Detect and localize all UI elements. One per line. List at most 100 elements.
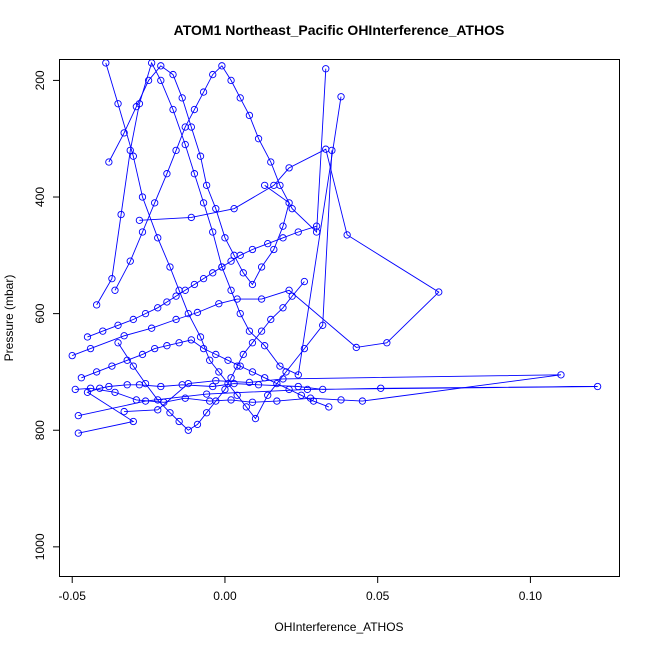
data-point xyxy=(99,327,107,335)
data-point xyxy=(154,406,162,414)
data-point xyxy=(245,327,254,335)
data-point xyxy=(181,140,189,149)
y-axis: 200 400 600 800 1000 xyxy=(33,70,60,560)
data-point xyxy=(120,407,128,416)
data-point xyxy=(343,231,351,239)
data-point xyxy=(322,65,330,73)
data-point xyxy=(212,377,220,385)
data-point xyxy=(111,388,119,396)
data-point xyxy=(297,391,305,399)
data-point xyxy=(319,321,327,329)
series-line-7 xyxy=(114,65,327,291)
data-point xyxy=(190,280,199,289)
y-axis-label: Pressure (mbar) xyxy=(2,275,16,362)
data-point xyxy=(111,286,119,294)
data-point xyxy=(383,339,391,347)
data-point xyxy=(285,385,293,394)
data-point xyxy=(199,199,208,207)
data-point xyxy=(163,298,171,306)
data-point xyxy=(303,385,312,394)
series-layer xyxy=(68,60,602,437)
data-point xyxy=(248,368,257,376)
data-point xyxy=(187,336,195,344)
data-point xyxy=(224,379,232,388)
data-point xyxy=(129,417,137,426)
x-axis: -0.05 0.00 0.05 0.10 xyxy=(59,576,543,603)
data-point xyxy=(233,391,241,399)
data-point xyxy=(202,390,211,398)
series-line-1 xyxy=(78,383,598,434)
data-point xyxy=(212,205,220,213)
data-point xyxy=(184,379,192,388)
data-point xyxy=(248,398,257,406)
data-point xyxy=(108,274,116,283)
data-point xyxy=(77,374,86,382)
x-tick-label: -0.05 xyxy=(59,589,87,603)
series-line-10 xyxy=(81,339,329,408)
y-tick-label: 800 xyxy=(33,420,47,440)
data-point xyxy=(105,382,113,391)
data-point xyxy=(236,251,244,259)
data-point xyxy=(435,288,443,296)
data-point xyxy=(209,70,217,79)
series-line-9 xyxy=(87,225,317,338)
data-point xyxy=(172,292,180,300)
data-point xyxy=(206,356,214,364)
data-point xyxy=(209,228,217,236)
data-point xyxy=(257,295,266,303)
data-point xyxy=(218,62,226,70)
data-point xyxy=(86,344,95,353)
plot-frame xyxy=(59,59,620,577)
data-point xyxy=(132,102,141,111)
y-tick-label: 400 xyxy=(33,187,47,207)
data-point xyxy=(227,396,235,404)
data-point xyxy=(239,350,247,359)
data-point xyxy=(190,170,199,178)
data-point xyxy=(196,152,205,160)
data-point xyxy=(129,315,137,324)
data-point xyxy=(154,396,162,404)
data-point xyxy=(279,222,287,230)
data-point xyxy=(169,70,177,79)
data-point xyxy=(288,205,296,213)
data-point xyxy=(236,362,244,370)
data-point xyxy=(172,146,180,155)
data-point xyxy=(257,263,266,271)
data-point xyxy=(157,62,165,70)
data-point xyxy=(337,396,345,404)
y-tick-label: 200 xyxy=(33,70,47,90)
data-point xyxy=(74,429,82,437)
data-point xyxy=(163,170,171,178)
data-point xyxy=(282,368,290,376)
data-point xyxy=(279,234,287,242)
data-point xyxy=(138,350,147,359)
data-point xyxy=(294,382,302,391)
data-point xyxy=(294,228,302,236)
data-point xyxy=(117,210,125,219)
data-point xyxy=(248,339,257,347)
data-point xyxy=(181,123,189,131)
data-point xyxy=(261,342,269,350)
data-point xyxy=(86,384,95,392)
data-point xyxy=(264,391,272,399)
data-point xyxy=(261,374,269,382)
data-point xyxy=(202,409,211,417)
y-tick-label: 600 xyxy=(33,303,47,323)
data-point xyxy=(245,111,254,120)
data-point xyxy=(190,105,199,114)
data-point xyxy=(123,356,131,364)
series-line-3 xyxy=(72,148,440,357)
data-point xyxy=(181,286,189,294)
data-point xyxy=(163,342,171,350)
data-point xyxy=(157,76,165,85)
data-point xyxy=(276,362,284,370)
data-point xyxy=(154,234,162,242)
data-point xyxy=(285,164,293,172)
data-point xyxy=(279,304,287,312)
data-point xyxy=(209,382,217,391)
data-point xyxy=(215,300,223,308)
data-point xyxy=(157,382,165,391)
data-point xyxy=(227,257,235,265)
data-point xyxy=(270,245,278,254)
x-tick-label: 0.10 xyxy=(519,589,543,603)
